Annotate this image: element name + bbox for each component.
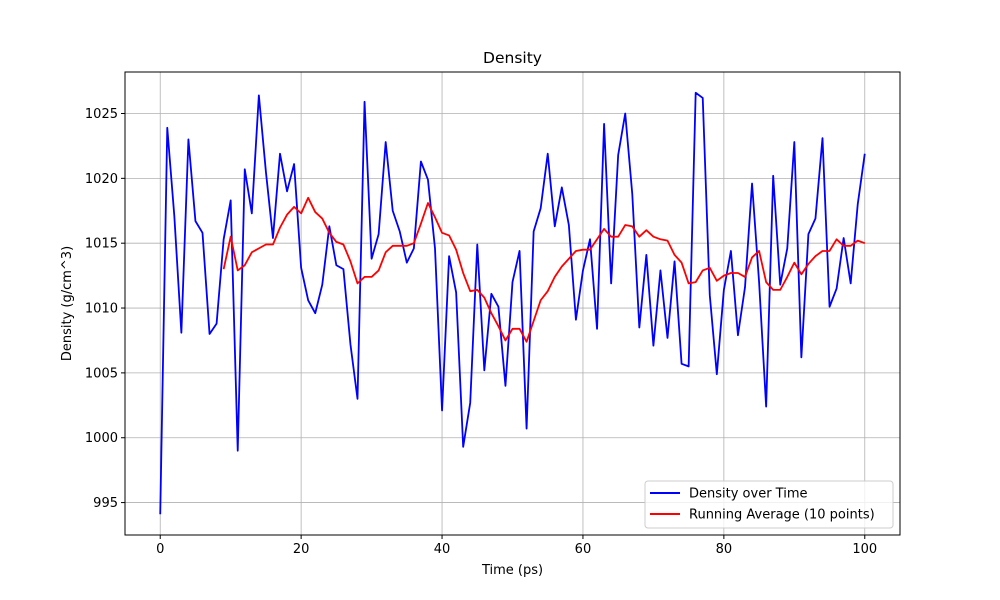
x-axis-label: Time (ps) [481,563,543,578]
x-tick-label: 0 [156,542,164,557]
y-tick-label: 1025 [85,107,118,122]
axis-ticks: 0 20 40 60 80 100 995 1000 1005 1010 1015 1020 1025 [85,107,877,557]
y-tick-label: 1005 [85,366,118,381]
y-tick-label: 995 [93,496,118,511]
legend-label-running-average: Running Average (10 points) [689,508,875,523]
y-tick-label: 1015 [85,237,118,252]
legend-box [644,480,894,529]
density-series-line [159,91,866,515]
axes-frame [124,71,901,536]
plot-series [159,91,866,515]
x-tick-label: 20 [293,542,310,557]
x-tick-label: 40 [434,542,451,557]
y-axis-label: Density (g/cm^3) [60,246,75,361]
y-tick-label: 1010 [85,302,118,317]
legend: Density over Time Running Average (10 po… [644,480,894,529]
running-average-series-line [222,196,866,343]
y-tick-label: 1020 [85,172,118,187]
y-tick-label: 1000 [85,431,118,446]
x-tick-label: 100 [852,542,877,557]
x-tick-label: 80 [716,542,733,557]
x-tick-label: 60 [575,542,592,557]
chart-title: Density [483,49,542,67]
legend-label-density: Density over Time [689,487,808,502]
